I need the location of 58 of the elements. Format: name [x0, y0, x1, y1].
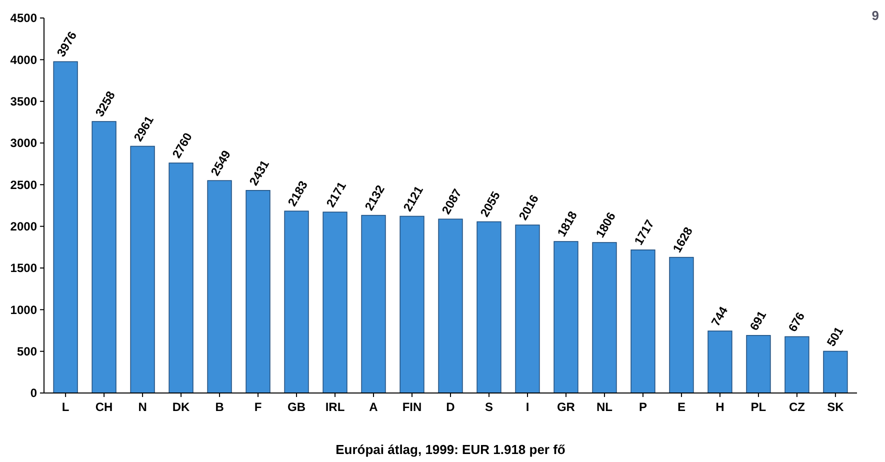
text: Európai átlag, 1999: EUR 1.918 per fő	[336, 442, 566, 457]
y-tick-label: 1500	[10, 261, 38, 276]
x-tick-label: L	[62, 400, 70, 414]
bar	[476, 221, 502, 394]
x-tick-label: F	[254, 400, 262, 414]
bar	[554, 241, 578, 394]
y-tick-label: 2000	[10, 220, 38, 234]
bar	[361, 214, 386, 394]
x-tick-label: PL	[750, 400, 766, 414]
x-tick-label: B	[215, 400, 224, 414]
bar	[630, 250, 656, 394]
bar	[784, 336, 810, 394]
data-label: 744	[708, 304, 731, 328]
y-tick-label: 0	[30, 386, 38, 400]
y-tick-label: 2500	[10, 178, 38, 192]
x-tick-label: DK	[172, 400, 190, 414]
bar	[592, 242, 617, 394]
x-tick-label: SK	[827, 400, 844, 414]
x-tick-label: N	[138, 400, 147, 414]
bar	[284, 210, 309, 394]
x-tick-label: GB	[288, 400, 306, 414]
bar	[438, 218, 463, 394]
bar	[168, 162, 194, 394]
x-tick-label: P	[638, 400, 647, 414]
bar	[207, 180, 232, 394]
bar	[708, 330, 732, 394]
x-tick-label: CZ	[788, 400, 805, 414]
x-tick-label: IRL	[325, 400, 345, 414]
x-tick-label: NL	[596, 400, 612, 414]
y-tick-label: 4500	[10, 11, 38, 26]
bar	[53, 61, 78, 394]
y-tick-label: 1000	[10, 302, 38, 317]
x-tick-label: S	[484, 400, 493, 414]
bar	[746, 335, 771, 394]
x-tick-label: GR	[556, 400, 576, 414]
bar	[322, 212, 348, 394]
x-tick-label: A	[369, 400, 378, 414]
x-tick-label: D	[446, 400, 456, 414]
bar	[130, 146, 155, 394]
data-label: 691	[746, 308, 770, 333]
bar	[246, 190, 270, 394]
bar	[669, 256, 694, 394]
y-tick-label: 3500	[10, 94, 38, 109]
x-tick-label: FIN	[402, 400, 422, 414]
bar	[823, 350, 848, 394]
bar	[515, 224, 540, 394]
x-tick-label: E	[677, 400, 686, 414]
y-tick-label: 500	[16, 344, 38, 359]
y-tick-label: 3000	[10, 136, 38, 150]
data-label: 501	[824, 324, 846, 349]
bar	[92, 121, 116, 394]
text: 9	[872, 8, 879, 23]
x-tick-label: H	[716, 400, 724, 414]
bar	[400, 216, 424, 394]
y-tick-label: 4000	[10, 52, 38, 67]
x-tick-label: CH	[95, 400, 113, 414]
data-label: 676	[785, 310, 808, 334]
x-tick-label: I	[526, 400, 530, 414]
